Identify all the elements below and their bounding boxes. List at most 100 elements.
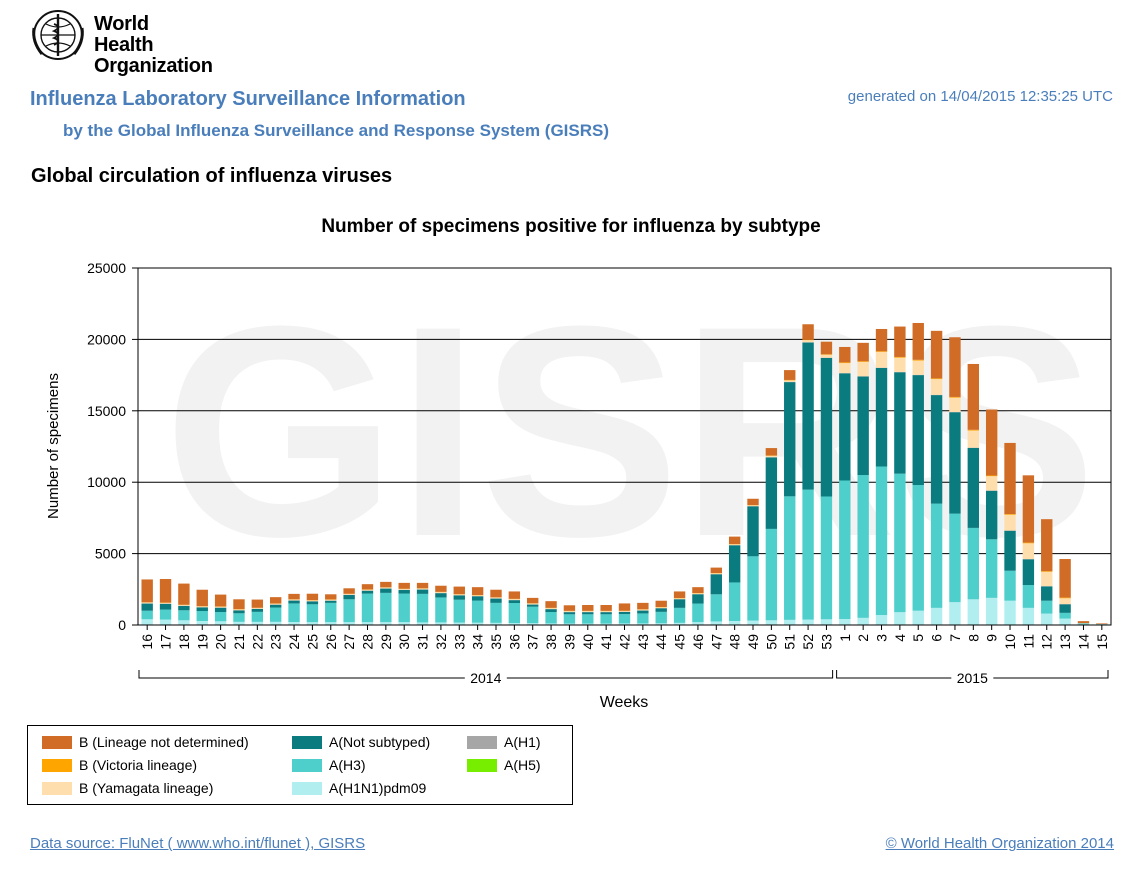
bar-segment — [490, 622, 502, 625]
bar-segment — [343, 595, 355, 600]
generated-timestamp: generated on 14/04/2015 12:35:25 UTC — [847, 88, 1113, 105]
x-tick-label: 28 — [359, 634, 375, 650]
legend-label: A(H5) — [504, 757, 541, 773]
bar-segment — [159, 603, 172, 610]
bar-segment — [820, 496, 833, 620]
bar-segment — [747, 498, 759, 506]
bar-segment — [178, 583, 190, 605]
bar-segment — [985, 539, 998, 598]
bar-segment — [141, 619, 153, 625]
page-title: Influenza Laboratory Surveillance Inform… — [30, 88, 466, 110]
bar-segment — [398, 589, 410, 590]
bar-segment — [416, 622, 429, 625]
bar-segment — [545, 608, 557, 609]
bar-segment — [196, 606, 208, 608]
bar-segment — [967, 447, 980, 528]
x-tick-label: 13 — [1057, 634, 1073, 650]
bar-segment — [784, 496, 796, 620]
bar-segment — [820, 354, 833, 358]
legend-item: A(H1N1)pdm09 — [292, 780, 426, 796]
bar-segment — [343, 588, 355, 594]
bar-segment — [600, 611, 612, 612]
bar-segment — [435, 593, 447, 598]
bar-segment — [398, 593, 410, 623]
bar-segment — [949, 412, 961, 514]
bar-segment — [1059, 618, 1071, 625]
bar-segment — [269, 621, 282, 625]
x-tick-label: 47 — [708, 634, 724, 650]
bar-segment — [288, 593, 300, 600]
bar-segment — [563, 611, 576, 612]
bar-segment — [912, 322, 924, 360]
bar-segment — [233, 609, 245, 611]
legend-item: A(Not subtyped) — [292, 734, 430, 750]
bar-segment — [453, 586, 465, 595]
bar-segment — [1022, 585, 1035, 608]
bar-segment — [692, 622, 704, 625]
bar-segment — [600, 614, 612, 624]
bar-segment — [930, 395, 943, 504]
x-tick-label: 32 — [433, 634, 449, 650]
bar-segment — [673, 591, 686, 599]
chart-title: Number of specimens positive for influen… — [321, 216, 820, 237]
bar-segment — [710, 574, 722, 595]
x-tick-label: 15 — [1094, 634, 1110, 650]
bar-segment — [453, 595, 465, 600]
bar-segment — [1059, 612, 1071, 619]
bar-segment — [563, 605, 576, 611]
y-axis: 0 5000 10000 15000 20000 25000 — [87, 260, 138, 633]
bar-segment — [490, 602, 502, 623]
bar-segment — [361, 622, 374, 625]
bar-segment — [949, 337, 961, 397]
x-tick-label: 43 — [635, 634, 651, 650]
bar-segment — [912, 360, 924, 375]
bar-segment — [361, 590, 374, 594]
x-tick-label: 25 — [304, 634, 320, 650]
bar-segment — [894, 326, 906, 357]
bar-segment — [435, 622, 447, 625]
bar-segment — [196, 621, 208, 625]
legend-swatch — [292, 781, 322, 795]
bar-segment — [1004, 530, 1016, 571]
bar-segment — [600, 605, 612, 611]
legend-label: B (Lineage not determined) — [79, 734, 249, 750]
bar-segment — [325, 600, 337, 603]
bar-segment — [196, 589, 208, 607]
y-tick-label: 20000 — [87, 331, 126, 347]
bar-segment — [582, 623, 594, 625]
bar-segment — [582, 612, 594, 615]
bar-segment — [159, 602, 172, 604]
bar-segment — [820, 341, 833, 355]
bar-segment — [1041, 586, 1053, 601]
bar-segment — [582, 614, 594, 624]
chart-bars — [141, 322, 1108, 625]
stacked-bar-chart: Number of specimens positive for influen… — [45, 216, 1112, 711]
bar-segment — [288, 599, 300, 601]
bar-segment — [820, 354, 833, 355]
bar-segment — [765, 620, 778, 625]
x-tick-label: 17 — [158, 634, 174, 650]
data-source-link[interactable]: Data source: FluNet ( www.who.int/flunet… — [30, 835, 366, 852]
bar-segment — [159, 619, 172, 625]
bar-segment — [1077, 623, 1090, 625]
org-name-line2: Organization — [94, 55, 213, 77]
bar-segment — [471, 587, 484, 596]
bar-segment — [1004, 442, 1016, 515]
year-bracket — [138, 670, 834, 679]
x-tick-label: 8 — [965, 634, 981, 642]
bar-segment — [1059, 598, 1071, 605]
bar-segment — [1022, 542, 1035, 544]
bar-segment — [214, 606, 227, 608]
bar-segment — [692, 594, 704, 604]
bar-segment — [545, 612, 557, 624]
bar-segment — [435, 592, 447, 593]
bar-segment — [967, 429, 980, 431]
bar-segment — [178, 620, 190, 625]
bar-segment — [967, 430, 980, 448]
bar-segment — [985, 490, 998, 540]
bar-segment — [673, 607, 686, 623]
bar-segment — [912, 375, 924, 486]
bar-segment — [490, 589, 502, 598]
copyright-link[interactable]: © World Health Organization 2014 — [885, 835, 1114, 852]
bar-segment — [728, 545, 741, 583]
